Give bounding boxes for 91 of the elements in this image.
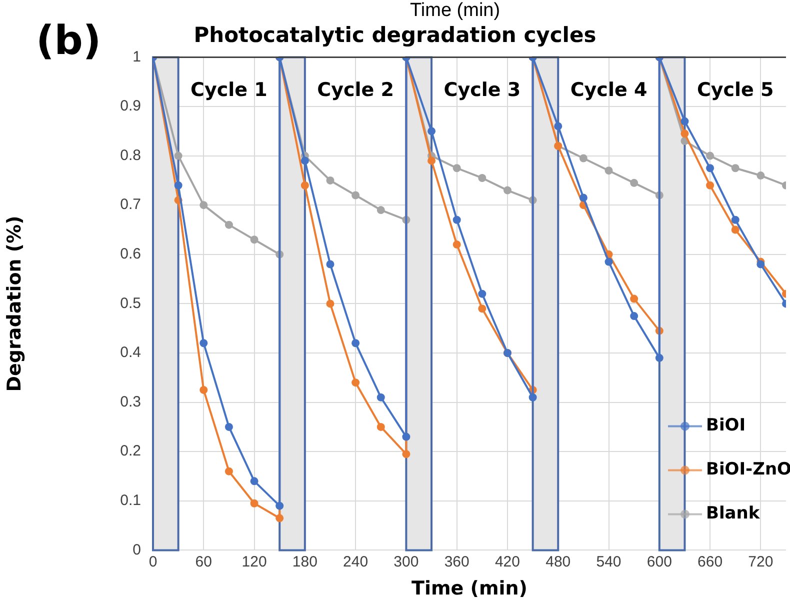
- point: [680, 117, 689, 126]
- point: [630, 312, 638, 320]
- legend-label: BiOI: [706, 416, 746, 436]
- y-tick-label: 0.8: [120, 146, 141, 164]
- band-label: Cycle 1: [190, 79, 268, 102]
- point: [174, 181, 182, 190]
- point: [326, 300, 334, 308]
- point: [428, 127, 436, 136]
- x-tick-label: 0: [148, 553, 158, 570]
- point: [276, 514, 284, 522]
- point: [250, 477, 258, 486]
- point: [706, 164, 714, 172]
- y-tick-label: 0.4: [120, 344, 141, 362]
- point: [428, 156, 436, 165]
- point: [376, 393, 385, 402]
- legend-label: Blank: [706, 504, 760, 524]
- x-axis-title: Time (min): [412, 578, 528, 600]
- x-tick-label: 120: [242, 553, 267, 570]
- point: [630, 178, 638, 187]
- point: [731, 216, 740, 224]
- point: [326, 176, 334, 184]
- point: [706, 181, 714, 190]
- text: (b): [36, 18, 102, 64]
- y-tick-label: 0.2: [120, 442, 141, 460]
- point: [200, 339, 208, 348]
- point: [352, 378, 360, 387]
- point: [579, 154, 588, 162]
- x-tick-label: 540: [596, 553, 622, 570]
- point: [604, 258, 613, 266]
- point: [731, 164, 740, 172]
- y-tick-label: 0.9: [120, 98, 141, 115]
- point: [402, 450, 410, 458]
- point: [680, 130, 689, 138]
- y-tick-label: 0.5: [120, 294, 141, 312]
- x-tick-label: 660: [698, 553, 723, 570]
- point: [376, 422, 385, 431]
- x-tick-label: 600: [646, 553, 672, 570]
- point: [276, 502, 284, 510]
- x-tick-label: 300: [394, 553, 419, 570]
- y-axis-title: Degradation (%): [3, 216, 26, 392]
- x-tick-label: 240: [343, 553, 368, 570]
- point: [250, 499, 258, 508]
- point: [200, 386, 208, 394]
- point: [402, 432, 410, 441]
- point: [174, 152, 182, 160]
- point: [352, 339, 360, 348]
- y-tick-label: 1: [132, 48, 141, 66]
- x-tick-label: 360: [444, 553, 470, 570]
- text: Time (min): [410, 0, 500, 22]
- point: [452, 164, 461, 172]
- point: [630, 294, 638, 303]
- point: [300, 181, 309, 190]
- point: [579, 194, 588, 202]
- point: [756, 172, 765, 180]
- point: [503, 186, 512, 194]
- point: [528, 393, 537, 402]
- point: [224, 422, 233, 431]
- chart-title: Photocatalytic degradation cycles: [194, 23, 596, 48]
- point: [250, 236, 258, 244]
- point: [452, 216, 461, 224]
- point: [554, 122, 562, 130]
- point: [352, 191, 360, 200]
- x-tick-label: 720: [748, 553, 774, 570]
- x-tick-label: 420: [494, 553, 520, 570]
- x-tick-label: 180: [292, 553, 318, 570]
- point: [300, 156, 309, 165]
- x-tick-label: 60: [195, 553, 212, 570]
- point: [376, 206, 385, 214]
- point: [731, 226, 740, 234]
- point: [706, 152, 714, 160]
- point: [655, 354, 664, 362]
- point: [756, 260, 765, 268]
- band-label: Cycle 2: [317, 79, 394, 102]
- point: [326, 260, 334, 268]
- band-label: Cycle 5: [696, 79, 774, 102]
- y-tick-label: 0.7: [120, 196, 141, 214]
- x-tick-label: 480: [546, 553, 571, 570]
- point: [452, 240, 461, 249]
- point: [478, 304, 486, 313]
- point: [478, 290, 486, 298]
- point: [224, 467, 233, 476]
- band-label: Cycle 4: [570, 79, 648, 102]
- y-tick-label: 0.6: [120, 246, 141, 263]
- point: [200, 201, 208, 210]
- point: [604, 166, 613, 175]
- point: [224, 220, 233, 229]
- point: [478, 174, 486, 182]
- y-tick-label: 0: [132, 541, 141, 558]
- y-tick-label: 0.1: [120, 492, 141, 510]
- y-tick-label: 0.3: [120, 393, 141, 410]
- band-label: Cycle 3: [444, 79, 521, 102]
